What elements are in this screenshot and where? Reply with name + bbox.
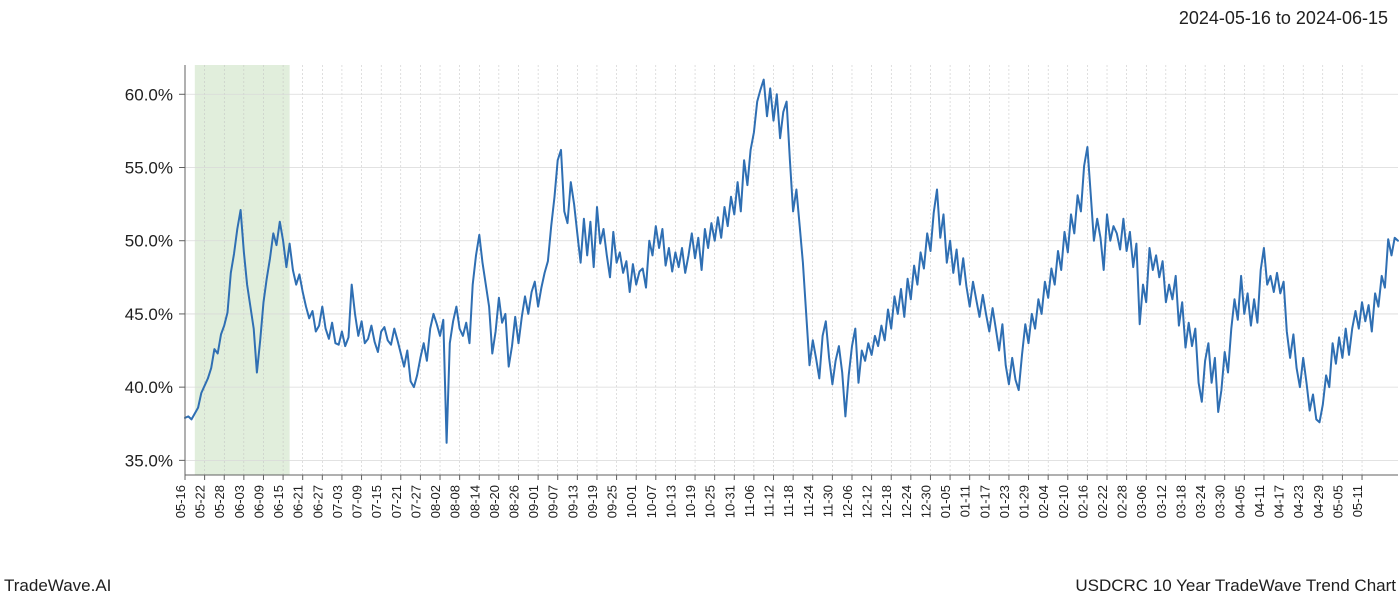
x-tick-label: 01-23 xyxy=(997,485,1012,518)
x-tick-label: 07-09 xyxy=(350,485,365,518)
y-tick-label: 40.0% xyxy=(125,378,173,397)
x-tick-label: 05-11 xyxy=(1350,485,1365,517)
x-tick-label: 12-30 xyxy=(918,485,933,518)
brand-text: TradeWave.AI xyxy=(4,576,111,596)
x-tick-label: 12-06 xyxy=(840,485,855,518)
x-tick-label: 09-19 xyxy=(585,485,600,518)
y-tick-label: 55.0% xyxy=(125,159,173,178)
x-tick-label: 12-18 xyxy=(879,485,894,518)
x-tick-label: 09-01 xyxy=(526,485,541,518)
x-tick-label: 04-05 xyxy=(1232,485,1247,518)
x-tick-label: 01-29 xyxy=(1017,485,1032,518)
x-tick-label: 11-12 xyxy=(762,485,777,517)
y-tick-label: 60.0% xyxy=(125,85,173,104)
x-tick-label: 06-03 xyxy=(232,485,247,518)
x-tick-label: 03-30 xyxy=(1213,485,1228,518)
x-tick-label: 01-05 xyxy=(938,485,953,518)
x-tick-label: 02-04 xyxy=(1036,485,1051,518)
x-tick-label: 10-13 xyxy=(663,485,678,518)
x-tick-label: 02-22 xyxy=(1095,485,1110,518)
x-tick-label: 10-01 xyxy=(624,485,639,518)
x-tick-label: 07-21 xyxy=(389,485,404,518)
y-tick-label: 35.0% xyxy=(125,451,173,470)
x-tick-label: 09-25 xyxy=(605,485,620,518)
x-tick-label: 02-10 xyxy=(1056,485,1071,518)
x-tick-label: 02-16 xyxy=(1075,485,1090,518)
x-tick-label: 10-25 xyxy=(703,485,718,518)
x-tick-label: 03-12 xyxy=(1154,485,1169,518)
y-tick-label: 45.0% xyxy=(125,305,173,324)
x-tick-label: 03-24 xyxy=(1193,485,1208,518)
x-tick-label: 04-23 xyxy=(1291,485,1306,518)
x-tick-label: 11-30 xyxy=(820,485,835,517)
x-tick-label: 04-29 xyxy=(1311,485,1326,518)
x-tick-label: 12-12 xyxy=(860,485,875,518)
x-tick-label: 08-08 xyxy=(448,485,463,518)
x-tick-label: 03-06 xyxy=(1134,485,1149,518)
x-tick-label: 11-18 xyxy=(781,485,796,517)
x-tick-label: 10-19 xyxy=(683,485,698,518)
x-tick-label: 08-26 xyxy=(506,485,521,518)
x-tick-label: 05-22 xyxy=(193,485,208,518)
chart-title: USDCRC 10 Year TradeWave Trend Chart xyxy=(1075,576,1396,596)
x-tick-label: 10-31 xyxy=(722,485,737,518)
x-tick-label: 01-17 xyxy=(977,485,992,518)
x-tick-label: 06-15 xyxy=(271,485,286,518)
x-tick-label: 06-21 xyxy=(291,485,306,518)
x-tick-label: 09-07 xyxy=(546,485,561,518)
y-tick-label: 50.0% xyxy=(125,232,173,251)
trend-chart: 35.0% 40.0% 45.0% 50.0% 55.0% 60.0% 05-16 05-22… xyxy=(0,35,1400,565)
x-tick-label: 07-15 xyxy=(369,485,384,518)
x-tick-label: 08-14 xyxy=(467,485,482,518)
chart-container: 35.0% 40.0% 45.0% 50.0% 55.0% 60.0% 05-16 05-22… xyxy=(0,35,1400,565)
x-tick-label: 09-13 xyxy=(565,485,580,518)
highlight-band xyxy=(195,65,290,475)
x-tick-label: 08-20 xyxy=(487,485,502,518)
x-tick-label: 06-09 xyxy=(251,485,266,518)
x-tick-label: 11-24 xyxy=(801,485,816,517)
x-tick-label: 12-24 xyxy=(899,485,914,518)
x-tick-label: 07-03 xyxy=(330,485,345,518)
x-tick-label: 10-07 xyxy=(644,485,659,518)
x-tick-label: 03-18 xyxy=(1173,485,1188,518)
x-tick-label: 06-27 xyxy=(310,485,325,518)
x-tick-label: 02-28 xyxy=(1115,485,1130,518)
x-tick-label: 05-16 xyxy=(173,485,188,518)
x-tick-label: 08-02 xyxy=(428,485,443,518)
x-tick-label: 04-17 xyxy=(1272,485,1287,518)
date-range-text: 2024-05-16 to 2024-06-15 xyxy=(1179,8,1388,29)
x-tick-label: 05-28 xyxy=(212,485,227,518)
x-tick-label: 04-11 xyxy=(1252,485,1267,517)
x-tick-label: 11-06 xyxy=(742,485,757,517)
x-tick-label: 05-05 xyxy=(1330,485,1345,518)
x-tick-label: 01-11 xyxy=(958,485,973,517)
x-tick-label: 07-27 xyxy=(408,485,423,518)
